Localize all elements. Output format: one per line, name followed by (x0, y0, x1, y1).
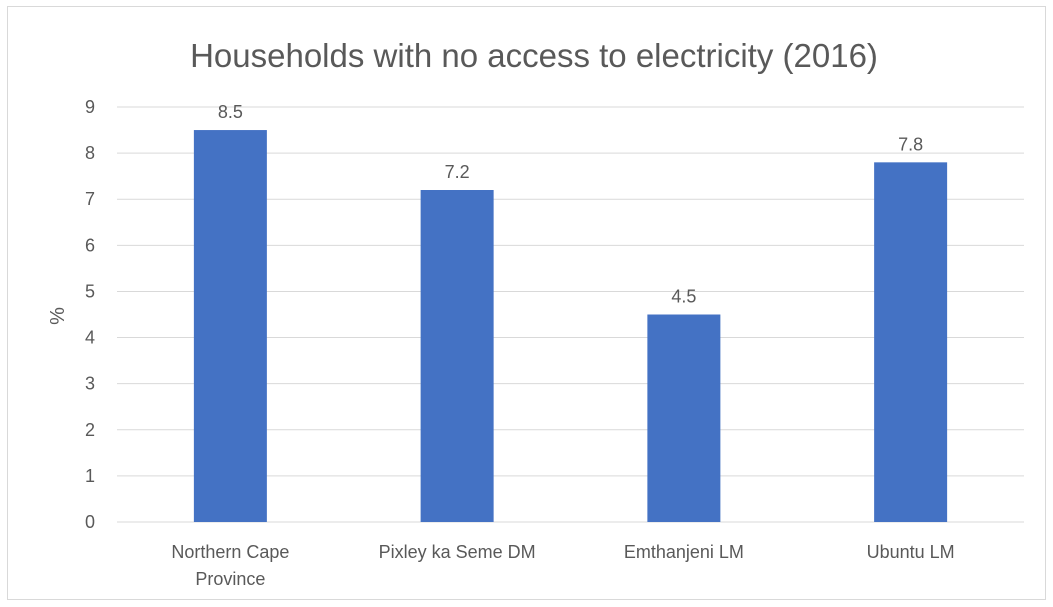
y-tick-label-5: 5 (85, 281, 95, 301)
chart-frame (7, 6, 1046, 600)
y-tick-label-8: 8 (85, 143, 95, 163)
y-tick-label-7: 7 (85, 189, 95, 209)
data-label-2: 7.2 (445, 162, 470, 182)
gridlines (117, 106, 1024, 523)
bar-3 (647, 314, 721, 522)
category-label-1-line-2: Province (195, 569, 265, 589)
bar-4 (874, 162, 948, 523)
data-label-4: 7.8 (898, 134, 923, 154)
y-tick-label-3: 3 (85, 374, 95, 394)
bar-2 (420, 190, 494, 522)
category-label-2: Pixley ka Seme DM (379, 542, 536, 562)
y-tick-label-6: 6 (85, 235, 95, 255)
bar-1 (193, 130, 267, 523)
data-labels: 8.5 7.2 4.5 7.8 (218, 102, 923, 306)
category-label-3: Emthanjeni LM (624, 542, 744, 562)
data-label-3: 4.5 (671, 287, 696, 307)
y-tick-label-0: 0 (85, 512, 95, 532)
y-tick-label-2: 2 (85, 420, 95, 440)
y-tick-label-1: 1 (85, 466, 95, 486)
y-tick-label-9: 9 (85, 97, 95, 117)
x-axis-categories: Northern Cape Province Pixley ka Seme DM Em… (171, 542, 954, 589)
y-axis-title: % (47, 307, 69, 325)
category-label-1-line-1: Northern Cape (171, 542, 289, 562)
bars (193, 130, 948, 523)
chart-title: Households with no access to electricity… (190, 37, 878, 74)
data-label-1: 8.5 (218, 102, 243, 122)
category-label-4: Ubuntu LM (867, 542, 955, 562)
y-axis-ticks: 0 1 2 3 4 5 6 7 8 9 (85, 97, 95, 532)
y-tick-label-4: 4 (85, 328, 95, 348)
